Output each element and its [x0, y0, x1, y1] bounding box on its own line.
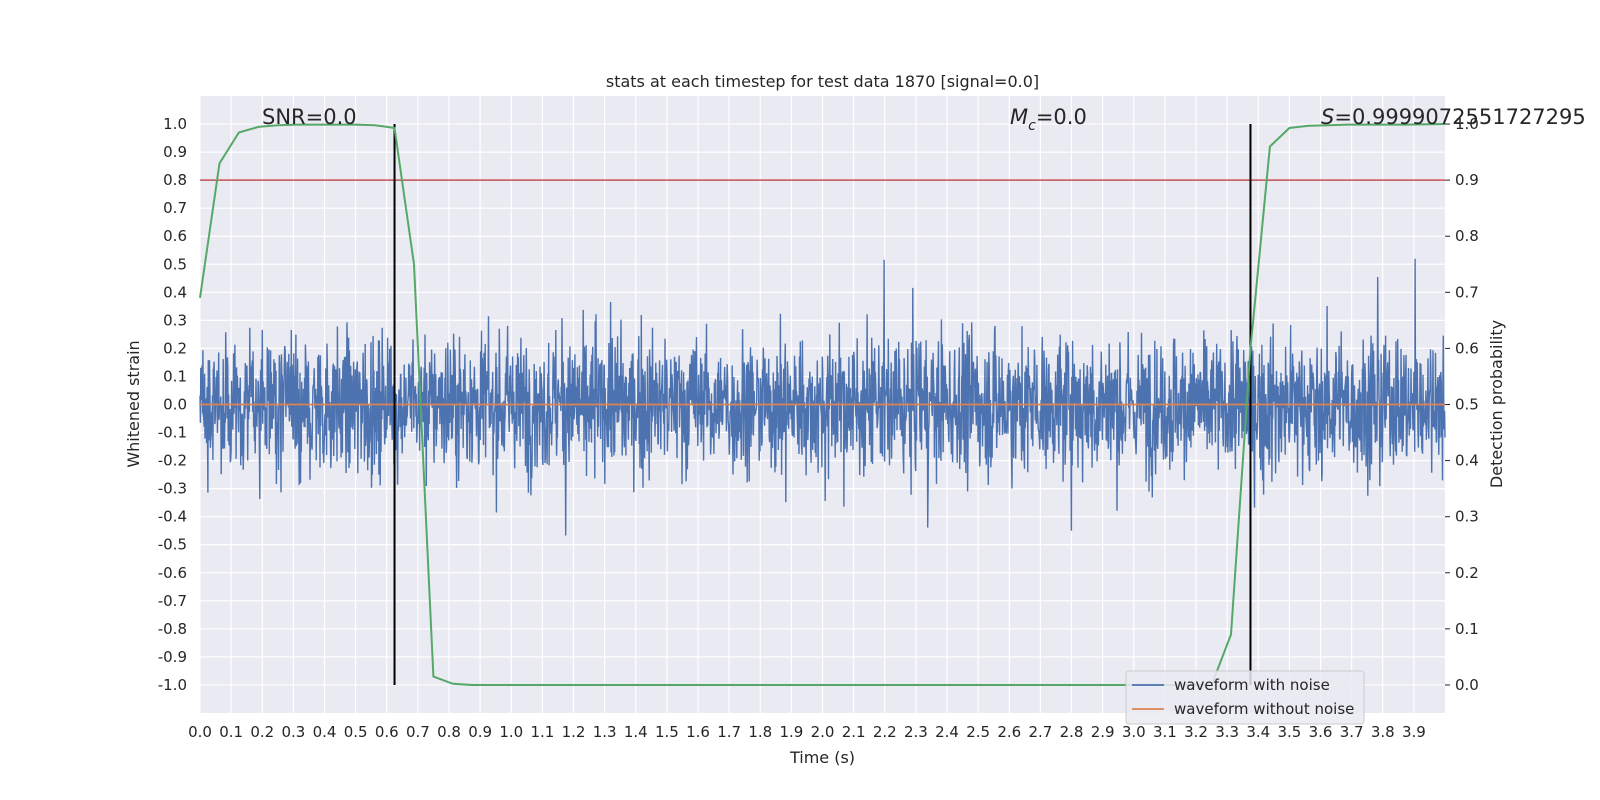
- x-tick-label: 0.0: [188, 723, 212, 741]
- y-tick-label: 0.7: [163, 199, 187, 217]
- x-tick-label: 0.5: [344, 723, 368, 741]
- y-tick-label: -0.3: [158, 480, 187, 498]
- legend-box: [1125, 670, 1365, 725]
- y-tick-label: -0.8: [158, 620, 187, 638]
- x-tick-label: 0.8: [437, 723, 461, 741]
- x-tick-label: 2.8: [1060, 723, 1084, 741]
- series-layer: [199, 123, 1446, 686]
- detection-probability-line: [199, 123, 1446, 686]
- x-tick-label: 2.2: [873, 723, 897, 741]
- y-tick-label: -0.9: [158, 648, 187, 666]
- x-tick-label: 1.9: [779, 723, 803, 741]
- x-tick-label: 0.1: [219, 723, 243, 741]
- x-tick-label: 3.2: [1184, 723, 1208, 741]
- x-tick-label: 2.4: [935, 723, 959, 741]
- chart-title: stats at each timestep for test data 187…: [606, 72, 1039, 91]
- y-tick-label: 0.0: [163, 396, 187, 414]
- y2-tick-label: 0.3: [1455, 508, 1479, 526]
- x-tick-label: 1.1: [530, 723, 554, 741]
- x-tick-label: 1.4: [624, 723, 648, 741]
- x-tick-label: 3.9: [1402, 723, 1426, 741]
- x-tick-label: 1.6: [686, 723, 710, 741]
- y2-tick-label: 0.1: [1455, 620, 1479, 638]
- y-tick-label: -0.7: [158, 592, 187, 610]
- y-tick-label: 0.2: [163, 339, 187, 357]
- y2-tick-label: 0.2: [1455, 564, 1479, 582]
- y-tick-label: 0.9: [163, 143, 187, 161]
- x-tick-label: 0.7: [406, 723, 430, 741]
- legend-label-clean: waveform without noise: [1174, 700, 1354, 718]
- x-tick-label: 3.6: [1309, 723, 1333, 741]
- x-tick-label: 1.8: [748, 723, 772, 741]
- x-tick-label: 1.2: [562, 723, 586, 741]
- x-tick-label: 2.7: [1028, 723, 1052, 741]
- x-tick-label: 2.5: [966, 723, 990, 741]
- y2-tick-label: 0.5: [1455, 396, 1479, 414]
- y-tick-label: -0.1: [158, 424, 187, 442]
- y-tick-label: 0.6: [163, 227, 187, 245]
- y-tick-label: -0.5: [158, 536, 187, 554]
- s-annotation: S=0.9999072551727295: [1321, 105, 1586, 129]
- y-tick-label: 1.0: [163, 115, 187, 133]
- y-tick-label: 0.3: [163, 311, 187, 329]
- x-tick-label: 0.4: [313, 723, 337, 741]
- y2-tick-label: 0.9: [1455, 171, 1479, 189]
- x-tick-label: 2.3: [904, 723, 928, 741]
- y-tick-label: -0.2: [158, 452, 187, 470]
- x-tick-label: 0.6: [375, 723, 399, 741]
- y2-tick-label: 0.7: [1455, 283, 1479, 301]
- y2-tick-label: 0.4: [1455, 452, 1479, 470]
- x-tick-label: 0.3: [281, 723, 305, 741]
- x-tick-label: 0.2: [250, 723, 274, 741]
- x-tick-label: 1.7: [717, 723, 741, 741]
- y-tick-label: -0.4: [158, 508, 187, 526]
- x-tick-label: 3.3: [1215, 723, 1239, 741]
- y-tick-label: 0.4: [163, 283, 187, 301]
- x-axis-label: Time (s): [789, 748, 855, 767]
- snr-annotation: SNR=0.0: [262, 105, 357, 129]
- y2-tick-label: 0.0: [1455, 676, 1479, 694]
- y2-tick-label: 1.0: [1455, 115, 1479, 133]
- x-tick-label: 3.7: [1340, 723, 1364, 741]
- x-tick-label: 1.5: [655, 723, 679, 741]
- x-tick-label: 3.4: [1246, 723, 1270, 741]
- legend-label-noise: waveform with noise: [1174, 676, 1330, 694]
- y-tick-label: 0.1: [163, 367, 187, 385]
- x-tick-label: 1.3: [593, 723, 617, 741]
- x-tick-label: 3.5: [1277, 723, 1301, 741]
- y-tick-label: 0.5: [163, 255, 187, 273]
- tick-layer: 0.0 0.1 0.2 0.3 0.4 0.5 0.6 0.7 0.8 0.9 1.0 1.1 1.2 1…: [158, 115, 1479, 741]
- x-tick-label: 3.0: [1122, 723, 1146, 741]
- x-tick-label: 3.1: [1153, 723, 1177, 741]
- y-tick-label: -0.6: [158, 564, 187, 582]
- legend: waveform with noise waveform without noi…: [1125, 670, 1365, 725]
- y-axis-label: Whitened strain: [124, 340, 143, 467]
- chirp-mass-annotation: Mc=0.0: [1010, 105, 1087, 134]
- x-tick-label: 1.0: [499, 723, 523, 741]
- y2-tick-label: 0.6: [1455, 339, 1479, 357]
- x-tick-label: 3.8: [1371, 723, 1395, 741]
- x-tick-label: 2.0: [811, 723, 835, 741]
- waveform-with-noise-line: [199, 258, 1446, 536]
- y2-axis-label: Detection probability: [1487, 320, 1506, 488]
- y-tick-label: -1.0: [158, 676, 187, 694]
- y-tick-label: 0.8: [163, 171, 187, 189]
- x-tick-label: 0.9: [468, 723, 492, 741]
- x-tick-label: 2.9: [1091, 723, 1115, 741]
- y2-tick-label: 0.8: [1455, 227, 1479, 245]
- x-tick-label: 2.1: [842, 723, 866, 741]
- x-tick-label: 2.6: [997, 723, 1021, 741]
